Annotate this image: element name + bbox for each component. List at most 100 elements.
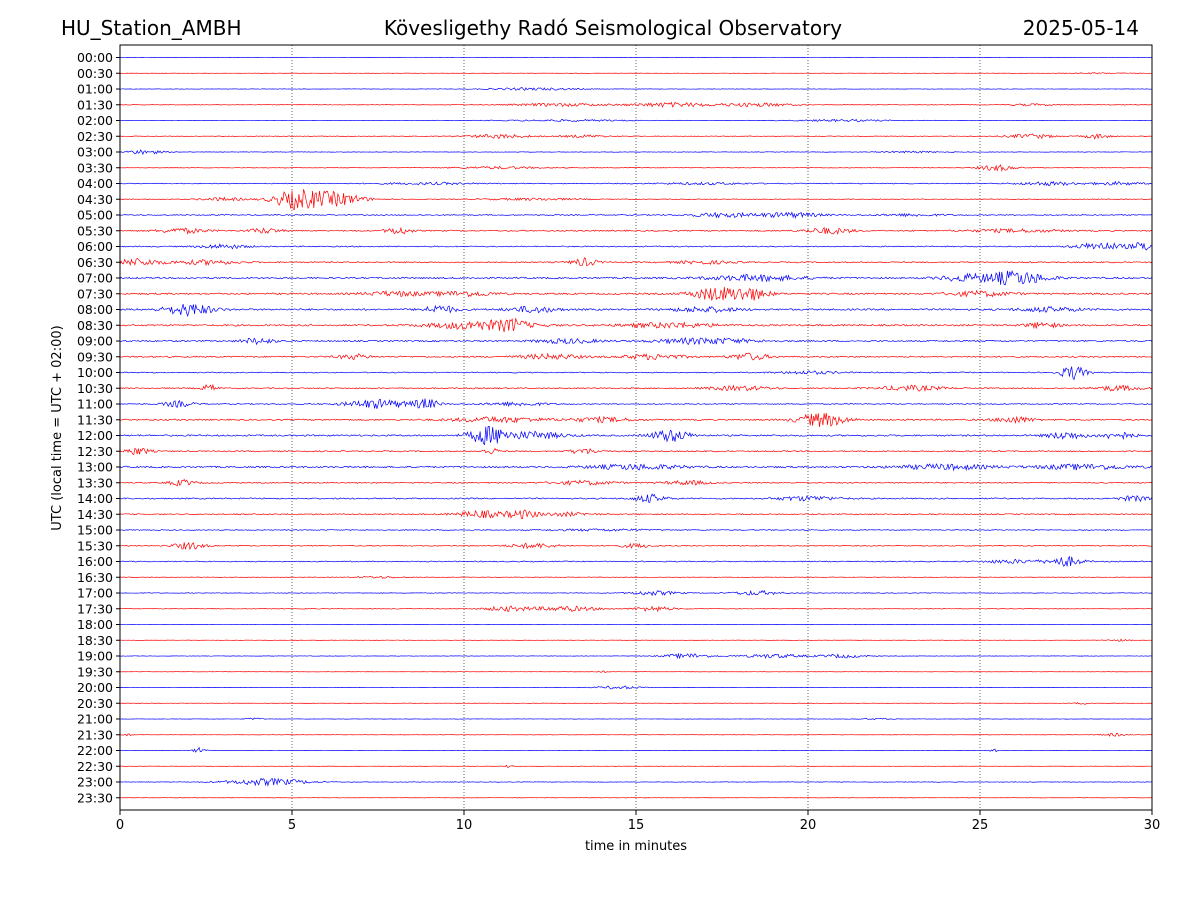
trace-1930 [119, 670, 1152, 673]
y-tick-label-0730: 07:30 [77, 286, 113, 301]
x-tick-label-15: 15 [628, 818, 645, 833]
trace-1730 [119, 605, 1153, 613]
x-tick-label-0: 0 [116, 818, 124, 833]
trace-2100 [119, 717, 1153, 721]
y-tick-label-0530: 05:30 [77, 223, 113, 238]
plot-frame [119, 44, 1153, 811]
x-tick-label-20: 20 [800, 818, 817, 833]
y-tick-label-1730: 17:30 [77, 601, 113, 616]
y-tick-label-1100: 11:00 [77, 397, 113, 412]
trace-2000 [119, 685, 1153, 690]
x-tick-label-10: 10 [456, 818, 473, 833]
x-axis-label: time in minutes [585, 839, 687, 854]
trace-2300 [119, 777, 1153, 787]
y-tick-label-0230: 02:30 [77, 129, 113, 144]
y-axis-label: UTC (local time = UTC + 02:00) [50, 325, 65, 530]
y-tick-label-1000: 10:00 [77, 365, 113, 380]
trace-0900 [119, 336, 1153, 346]
trace-1300 [119, 463, 1153, 472]
trace-0500 [119, 211, 1153, 219]
y-tick-label-0300: 03:00 [77, 145, 113, 160]
y-tick-label-0130: 01:30 [77, 97, 113, 112]
trace-0530 [119, 226, 1153, 235]
y-tick-label-0400: 04:00 [77, 176, 113, 191]
trace-1130 [119, 412, 1153, 427]
y-tick-label-0000: 00:00 [77, 50, 113, 65]
trace-1430 [119, 509, 1153, 520]
y-tick-label-1030: 10:30 [77, 381, 113, 396]
x-axis-ticks: 0 5 10 15 20 25 30 [116, 810, 1160, 833]
trace-0600 [119, 242, 1153, 251]
trace-1830 [119, 638, 1153, 642]
y-tick-label-1900: 19:00 [77, 649, 113, 664]
y-tick-label-1600: 16:00 [77, 554, 113, 569]
trace-1630 [119, 575, 1153, 579]
y-tick-label-2030: 20:30 [77, 696, 113, 711]
x-tick-label-30: 30 [1144, 818, 1161, 833]
trace-0100 [119, 87, 1153, 91]
trace-0430 [119, 189, 1153, 211]
y-tick-label-1500: 15:00 [77, 523, 113, 538]
y-tick-label-1430: 14:30 [77, 507, 113, 522]
y-tick-label-1230: 12:30 [77, 444, 113, 459]
trace-0700 [119, 270, 1153, 286]
y-tick-label-2300: 23:00 [77, 775, 113, 790]
y-tick-label-0830: 08:30 [77, 318, 113, 333]
y-tick-label-0030: 00:30 [77, 66, 113, 81]
trace-2230 [119, 764, 1153, 768]
y-tick-label-1130: 11:30 [77, 412, 113, 427]
trace-2130 [119, 732, 1152, 737]
y-tick-label-2200: 22:00 [77, 743, 113, 758]
trace-1100 [119, 398, 1153, 409]
trace-0300 [119, 149, 1153, 155]
y-tick-label-1400: 14:00 [77, 491, 113, 506]
trace-0330 [119, 164, 1153, 173]
trace-0730 [119, 286, 1153, 301]
y-tick-label-0700: 07:00 [77, 271, 113, 286]
y-tick-label-2130: 21:30 [77, 727, 113, 742]
trace-2200 [119, 746, 1153, 753]
trace-0030 [119, 72, 1153, 75]
y-tick-label-0900: 09:00 [77, 334, 113, 349]
trace-0200 [119, 118, 1153, 123]
trace-1530 [119, 541, 1153, 551]
trace-1900 [119, 652, 1153, 660]
y-tick-label-0500: 05:00 [77, 208, 113, 223]
x-tick-label-25: 25 [972, 818, 989, 833]
trace-1600 [119, 555, 1153, 567]
y-tick-label-2330: 23:30 [77, 790, 113, 805]
trace-1000 [119, 366, 1153, 381]
trace-1030 [119, 383, 1153, 393]
grid-lines [291, 45, 981, 810]
y-tick-label-0430: 04:30 [77, 192, 113, 207]
trace-1330 [119, 478, 1153, 487]
chart-title: Kövesligethy Radó Seismological Observat… [384, 16, 842, 40]
station-name: HU_Station_AMBH [61, 16, 241, 40]
trace-0930 [119, 352, 1153, 361]
y-tick-label-1630: 16:30 [77, 570, 113, 585]
y-tick-label-0200: 02:00 [77, 113, 113, 128]
y-tick-label-1800: 18:00 [77, 617, 113, 632]
trace-1400 [119, 493, 1153, 503]
trace-0400 [119, 180, 1153, 187]
trace-0130 [119, 101, 1153, 108]
y-tick-label-2230: 22:30 [77, 759, 113, 774]
trace-1500 [119, 528, 1153, 532]
y-tick-label-2000: 20:00 [77, 680, 113, 695]
y-tick-label-0630: 06:30 [77, 255, 113, 270]
y-tick-label-0100: 01:00 [77, 82, 113, 97]
trace-1200 [119, 425, 1153, 446]
y-tick-label-2100: 21:00 [77, 712, 113, 727]
y-tick-label-1830: 18:30 [77, 633, 113, 648]
y-tick-label-1700: 17:00 [77, 586, 113, 601]
trace-1230 [119, 447, 1153, 456]
y-tick-label-1930: 19:30 [77, 664, 113, 679]
y-tick-label-1530: 15:30 [77, 538, 113, 553]
trace-2030 [119, 702, 1153, 705]
y-tick-label-1300: 13:00 [77, 460, 113, 475]
row-time-labels: 00:0000:3001:0001:3002:0002:3003:0003:30… [77, 50, 120, 805]
y-tick-label-1330: 13:30 [77, 475, 113, 490]
x-tick-label-5: 5 [288, 818, 296, 833]
y-tick-label-0330: 03:30 [77, 160, 113, 175]
trace-0230 [119, 133, 1153, 140]
